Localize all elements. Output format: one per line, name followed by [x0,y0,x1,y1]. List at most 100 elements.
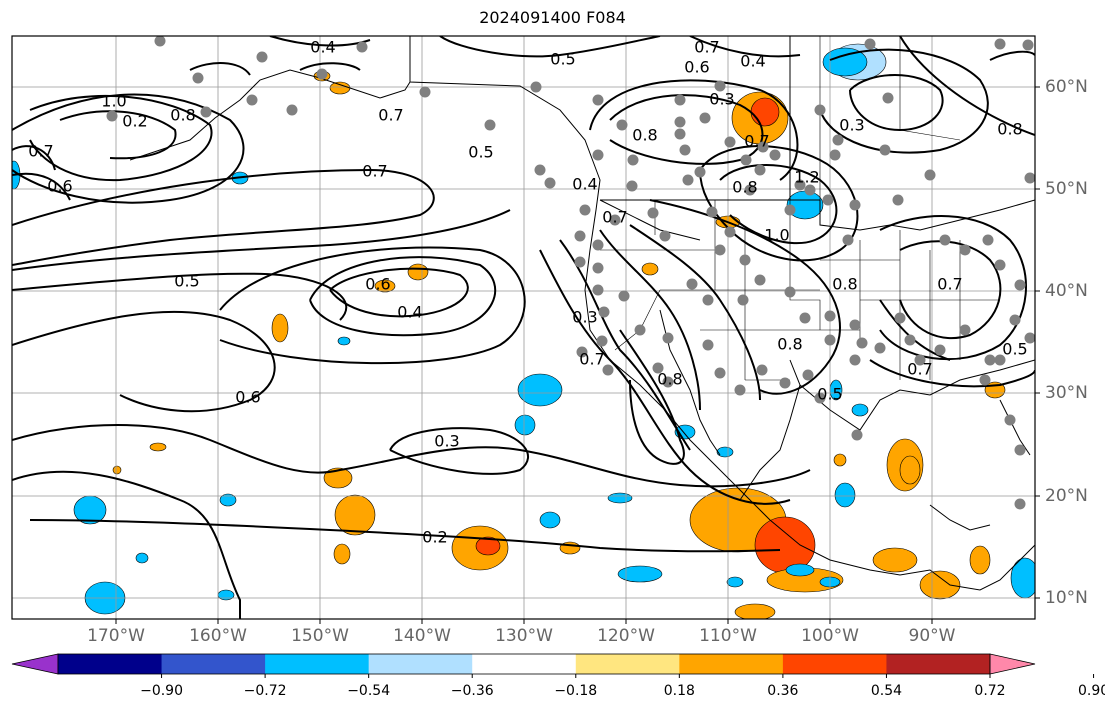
colorbar-tick-label: −0.72 [243,683,287,699]
station-dot [724,136,736,148]
station-dot [814,392,826,404]
anomaly-patch [750,97,780,127]
station-dot [596,335,608,347]
lon-label: 170°W [87,626,145,646]
anomaly-patch [716,446,734,458]
station-dot [737,294,749,306]
station-dot [769,149,781,161]
axis-ticks [115,86,1040,624]
station-dot [679,144,691,156]
station-dot [994,38,1006,50]
anomaly-patch [217,589,235,601]
lat-label: 10°N [1045,588,1088,608]
anomaly-patch [135,552,149,564]
station-dot [616,119,628,131]
anomaly-patch [726,576,744,588]
lon-label: 140°W [393,626,451,646]
anomaly-patch [112,465,122,475]
station-dot [740,154,752,166]
station-dot [714,244,726,256]
anomaly-patch [271,313,289,343]
contour-label: 0.4 [572,175,597,194]
station-dot [592,149,604,161]
station-dot [1024,172,1035,184]
station-dot [647,207,659,219]
colorbar-tick-label: −0.18 [554,683,598,699]
station-dot [574,256,586,268]
contour-label: 0.8 [170,106,195,125]
lon-label: 160°W [189,626,247,646]
lat-label: 60°N [1045,77,1088,97]
station-dot [316,68,328,80]
station-dot [959,244,971,256]
station-dot [799,312,811,324]
contour-label: 0.6 [365,275,390,294]
anomaly-patch [329,81,351,95]
lat-label: 30°N [1045,383,1088,403]
lon-label: 90°W [908,626,956,646]
contour-label: 0.4 [310,38,335,57]
contour-label: 0.3 [709,90,734,109]
contour-label: 0.2 [422,528,447,547]
station-dot [484,119,496,131]
contour-label: 0.6 [235,388,260,407]
colorbar-extend-low [11,653,59,675]
station-dot [1004,414,1016,426]
contour-label: 0.4 [740,52,765,71]
contour-label: 0.7 [744,132,769,151]
station-dot [192,72,204,84]
colorbar-tick-label: −0.90 [140,683,183,699]
station-dot [851,429,863,441]
anomaly-patch [822,47,868,77]
colorbar-segment [161,654,266,674]
station-dot [994,354,1006,366]
station-dot [864,38,876,50]
station-dot [982,234,994,246]
anomaly-patch [919,570,961,600]
anomaly-patch [617,565,663,583]
contour-label: 0.5 [1002,340,1027,359]
station-dot [699,112,711,124]
station-dot [849,319,861,331]
anomaly-patch [219,493,237,507]
contour-label: 0.5 [468,143,493,162]
anomaly-patch [734,603,776,619]
station-dot [534,164,546,176]
anomaly-patch [374,279,396,293]
station-dot [802,369,814,381]
station-dot [576,346,588,358]
station-dot [694,166,706,178]
colorbar-segment [575,654,680,674]
contour-label: 0.7 [28,142,53,161]
colorbar-tick-label: 0.54 [870,683,903,699]
colorbar-tick-label: −0.36 [450,683,494,699]
lon-label: 150°W [291,626,349,646]
station-dot [530,81,542,93]
colorbar-tick-label: 0.72 [974,683,1006,699]
contour-label: 0.6 [47,177,72,196]
lon-label: 110°W [699,626,757,646]
station-dot [1024,332,1035,344]
contour-label: 0.7 [362,162,387,181]
station-dot [602,364,614,376]
colorbar-segment [472,654,577,674]
colorbar-tick-label: 0.90 [1077,683,1105,699]
station-dot [662,332,674,344]
station-dot [626,180,638,192]
station-dot [702,294,714,306]
station-dot [892,194,904,206]
station-dot [592,94,604,106]
contour-label: 0.4 [397,303,422,322]
station-dot [1022,39,1034,51]
station-dot [979,374,991,386]
station-dot [592,239,604,251]
contour-labels: 0.4 0.70.5 0.6 0.41.00.80.20.70.60.70.50.70… [28,38,1027,547]
anomaly-patch [785,563,815,577]
station-dot [634,324,646,336]
station-dot [744,184,756,196]
lat-label: 50°N [1045,179,1088,199]
contour-label: 0.5 [817,385,842,404]
anomaly-patch [514,414,536,436]
station-dot [686,278,698,290]
